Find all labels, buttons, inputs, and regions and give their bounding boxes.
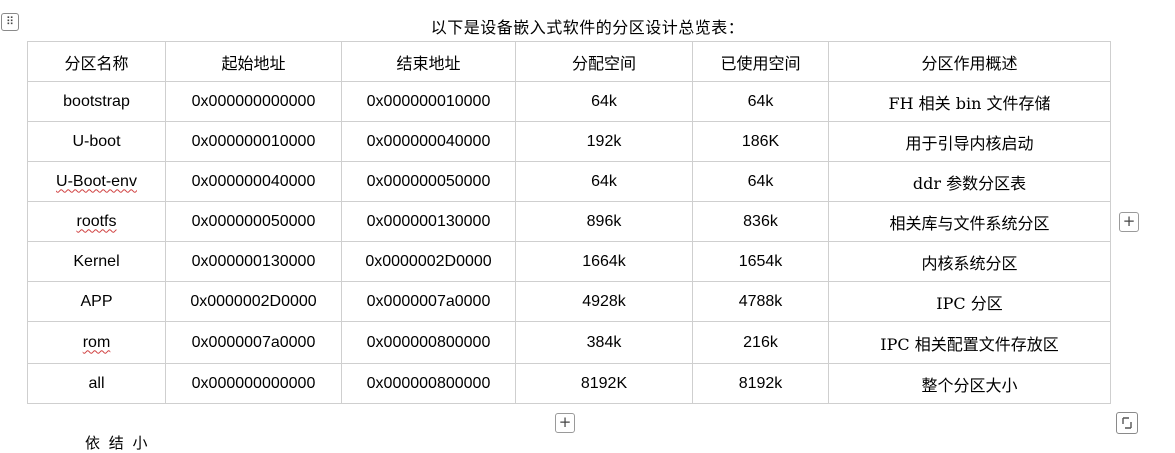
- header-start-address: 起始地址: [165, 41, 342, 82]
- table-caption: 以下是设备嵌入式软件的分区设计总览表：: [430, 18, 745, 37]
- cell-used[interactable]: 64k: [692, 161, 829, 202]
- cell-allocated[interactable]: 1664k: [515, 241, 693, 282]
- cell-end[interactable]: 0x000000050000: [341, 161, 516, 202]
- cell-used[interactable]: 836k: [692, 201, 829, 242]
- cell-description[interactable]: FH 相关 bin 文件存储: [828, 81, 1111, 122]
- cell-description[interactable]: IPC 相关配置文件存放区: [828, 321, 1111, 364]
- cell-used[interactable]: 186K: [692, 121, 829, 162]
- cell-name-text: rom: [82, 333, 111, 351]
- cell-used[interactable]: 8192k: [692, 363, 829, 404]
- cell-end[interactable]: 0x000000800000: [341, 321, 516, 364]
- cell-allocated[interactable]: 384k: [515, 321, 693, 364]
- cell-description[interactable]: IPC 分区: [828, 281, 1111, 322]
- table-row: all 0x000000000000 0x000000800000 8192K …: [27, 363, 1111, 404]
- cell-start[interactable]: 0x0000002D0000: [165, 281, 342, 322]
- add-row-button[interactable]: +: [555, 413, 575, 433]
- add-column-button[interactable]: +: [1119, 212, 1139, 232]
- table-row: Kernel 0x000000130000 0x0000002D0000 166…: [27, 241, 1111, 282]
- cell-allocated[interactable]: 192k: [515, 121, 693, 162]
- table-row: U-Boot-env 0x000000040000 0x000000050000…: [27, 161, 1111, 202]
- partial-paragraph: 依 结 小: [85, 434, 150, 452]
- cell-description[interactable]: 用于引导内核启动: [828, 121, 1111, 162]
- cell-name[interactable]: rootfs: [27, 201, 166, 242]
- cell-name[interactable]: all: [27, 363, 166, 404]
- resize-corner-icon[interactable]: [1116, 412, 1138, 434]
- cell-used[interactable]: 4788k: [692, 281, 829, 322]
- cell-allocated[interactable]: 8192K: [515, 363, 693, 404]
- cell-allocated[interactable]: 896k: [515, 201, 693, 242]
- cell-used[interactable]: 1654k: [692, 241, 829, 282]
- table-row: APP 0x0000002D0000 0x0000007a0000 4928k …: [27, 281, 1111, 322]
- cell-name-text: U-Boot-env: [56, 172, 137, 190]
- cell-name[interactable]: U-Boot-env: [27, 161, 166, 202]
- cell-end[interactable]: 0x0000007a0000: [341, 281, 516, 322]
- cell-start[interactable]: 0x000000000000: [165, 81, 342, 122]
- table-header-row: 分区名称 起始地址 结束地址 分配空间 已使用空间 分区作用概述: [27, 41, 1111, 82]
- cell-start[interactable]: 0x000000000000: [165, 363, 342, 404]
- cell-used[interactable]: 216k: [692, 321, 829, 364]
- cell-start[interactable]: 0x000000130000: [165, 241, 342, 282]
- cell-end[interactable]: 0x000000010000: [341, 81, 516, 122]
- cell-description[interactable]: 内核系统分区: [828, 241, 1111, 282]
- cell-description[interactable]: 相关库与文件系统分区: [828, 201, 1111, 242]
- cell-start[interactable]: 0x000000050000: [165, 201, 342, 242]
- partition-table: 分区名称 起始地址 结束地址 分配空间 已使用空间 分区作用概述 bootstr…: [27, 41, 1111, 404]
- cell-used[interactable]: 64k: [692, 81, 829, 122]
- cell-end[interactable]: 0x0000002D0000: [341, 241, 516, 282]
- cell-start[interactable]: 0x0000007a0000: [165, 321, 342, 364]
- move-handle-icon[interactable]: ⠿: [1, 13, 19, 31]
- cell-end[interactable]: 0x000000040000: [341, 121, 516, 162]
- cell-name[interactable]: rom: [27, 321, 166, 364]
- cell-start[interactable]: 0x000000040000: [165, 161, 342, 202]
- table-row: U-boot 0x000000010000 0x000000040000 192…: [27, 121, 1111, 162]
- cell-end[interactable]: 0x000000800000: [341, 363, 516, 404]
- header-end-address: 结束地址: [341, 41, 516, 82]
- cell-name-text: rootfs: [76, 212, 117, 230]
- cell-name[interactable]: U-boot: [27, 121, 166, 162]
- table-row: bootstrap 0x000000000000 0x000000010000 …: [27, 81, 1111, 122]
- header-used-space: 已使用空间: [692, 41, 829, 82]
- header-allocated-space: 分配空间: [515, 41, 693, 82]
- cell-end[interactable]: 0x000000130000: [341, 201, 516, 242]
- table-row: rom 0x0000007a0000 0x000000800000 384k 2…: [27, 321, 1111, 364]
- header-description: 分区作用概述: [828, 41, 1111, 82]
- cell-allocated[interactable]: 4928k: [515, 281, 693, 322]
- cell-description[interactable]: ddr 参数分区表: [828, 161, 1111, 202]
- table-row: rootfs 0x000000050000 0x000000130000 896…: [27, 201, 1111, 242]
- cell-name[interactable]: Kernel: [27, 241, 166, 282]
- cell-allocated[interactable]: 64k: [515, 161, 693, 202]
- cell-start[interactable]: 0x000000010000: [165, 121, 342, 162]
- cell-allocated[interactable]: 64k: [515, 81, 693, 122]
- header-partition-name: 分区名称: [27, 41, 166, 82]
- cell-name[interactable]: APP: [27, 281, 166, 322]
- cell-description[interactable]: 整个分区大小: [828, 363, 1111, 404]
- cell-name[interactable]: bootstrap: [27, 81, 166, 122]
